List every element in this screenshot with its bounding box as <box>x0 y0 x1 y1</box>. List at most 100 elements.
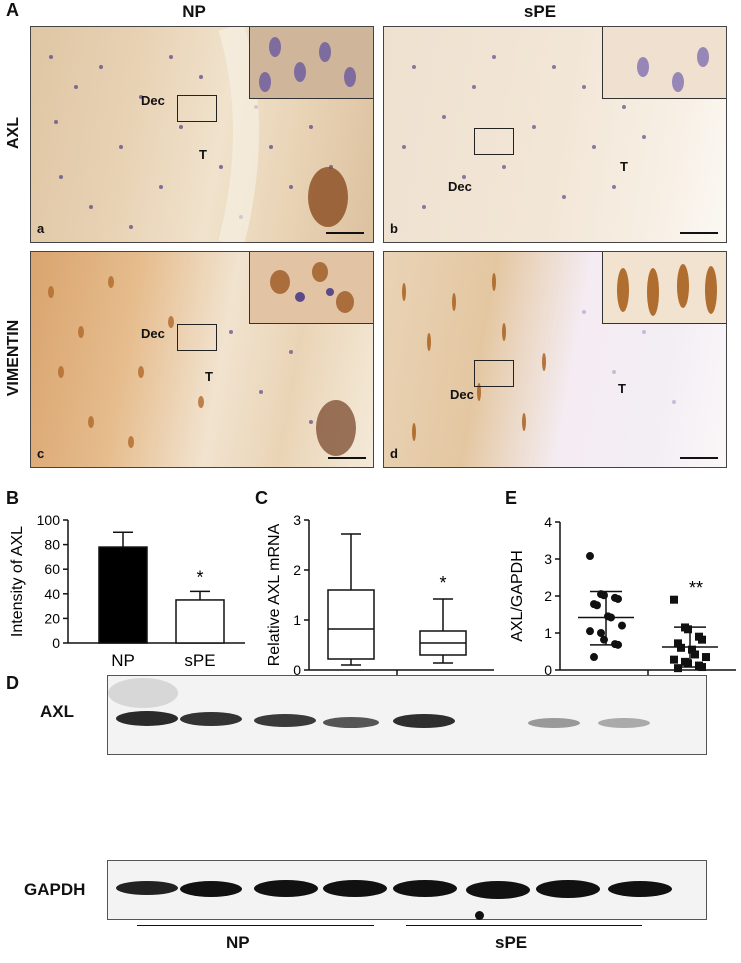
blot-band <box>393 714 455 728</box>
micrograph-axl-np: Dec T a <box>30 26 374 243</box>
blot-band <box>393 880 457 897</box>
significance-marker: * <box>196 567 203 587</box>
panel-c-letter: C <box>255 488 268 508</box>
blot-band <box>528 718 580 728</box>
sublabel-d: d <box>390 446 398 461</box>
data-point <box>674 639 682 648</box>
blot-band <box>598 718 650 728</box>
scale-bar <box>680 457 718 459</box>
scale-bar <box>680 232 718 234</box>
panel-d-letter: D <box>6 673 19 693</box>
data-point <box>691 650 699 659</box>
data-point <box>590 653 598 662</box>
significance-marker: ** <box>689 578 703 598</box>
bar-spe <box>175 599 225 644</box>
panel-a-letter: A <box>6 0 19 20</box>
blot-band <box>254 880 318 897</box>
blot-band <box>116 711 178 726</box>
data-point <box>600 635 608 644</box>
blot-band <box>536 880 600 898</box>
blot-band <box>180 712 242 726</box>
y-tick-label: 1 <box>293 612 301 628</box>
x-tick-label: NP <box>111 651 135 670</box>
group-underline-np <box>137 925 374 926</box>
tissue-texture <box>402 55 646 209</box>
western-blot-gapdh <box>107 860 707 920</box>
tissue-texture <box>402 273 676 441</box>
x-tick-label: sPE <box>184 651 215 670</box>
tissue-texture <box>49 27 348 242</box>
micrograph-vimentin-spe: Dec T d <box>383 251 727 468</box>
data-point <box>618 621 626 630</box>
data-point <box>670 655 678 664</box>
blot-speck <box>475 911 484 920</box>
data-point <box>698 635 706 644</box>
column-header-spe: sPE <box>523 2 557 21</box>
sublabel-b: b <box>390 221 398 236</box>
y-axis-title: Relative AXL mRNA <box>266 523 283 666</box>
blot-band <box>180 881 242 897</box>
label-dec: Dec <box>141 93 165 108</box>
data-point <box>670 595 678 604</box>
y-tick-label: 100 <box>37 512 61 528</box>
data-point <box>688 645 696 654</box>
y-tick-label: 3 <box>293 512 301 528</box>
data-point <box>597 629 605 637</box>
sublabel-c: c <box>37 446 45 461</box>
y-tick-label: 0 <box>293 662 301 678</box>
region-of-interest-box <box>474 128 514 155</box>
scale-bar <box>326 232 364 234</box>
blot-band <box>323 717 379 728</box>
data-point <box>586 552 594 561</box>
data-point <box>593 601 601 610</box>
group-label-spe: sPE <box>495 933 528 952</box>
data-point <box>586 627 594 636</box>
blot-band <box>608 881 672 897</box>
region-of-interest-box <box>177 95 217 122</box>
blot-band <box>116 881 178 895</box>
y-tick-label: 20 <box>44 610 60 626</box>
blot-label-gapdh: GAPDH <box>24 880 86 899</box>
label-t: T <box>205 369 213 384</box>
y-tick-label: 2 <box>544 588 552 604</box>
label-t: T <box>618 381 626 396</box>
micrograph-vimentin-np: Dec T c <box>30 251 374 468</box>
data-point <box>702 653 710 662</box>
y-axis-title: Intensity of AXL <box>9 526 26 637</box>
scale-bar <box>328 457 366 459</box>
data-point <box>684 659 692 668</box>
magnified-inset <box>249 252 373 324</box>
row-header-axl: AXL <box>5 117 22 149</box>
group-underline-spe <box>406 925 642 926</box>
data-point <box>614 594 622 603</box>
label-dec: Dec <box>448 179 472 194</box>
blot-smear <box>108 678 178 708</box>
micrograph-axl-spe: Dec T b <box>383 26 727 243</box>
column-header-np: NP <box>182 2 206 21</box>
bar-np <box>98 546 148 644</box>
y-tick-label: 1 <box>544 625 552 641</box>
y-tick-label: 3 <box>544 551 552 567</box>
blot-label-axl: AXL <box>40 702 74 721</box>
data-point <box>674 664 682 673</box>
panel-b-letter: B <box>6 488 19 508</box>
label-t: T <box>620 159 628 174</box>
blot-band <box>323 880 387 897</box>
region-of-interest-box <box>474 360 514 387</box>
y-tick-label: 4 <box>544 514 552 530</box>
y-tick-label: 60 <box>44 561 60 577</box>
chart-b-bar: 0 20 40 60 80 100 Intensity of AXL NP sPE * <box>9 512 245 670</box>
data-point <box>684 625 692 634</box>
y-tick-label: 40 <box>44 586 60 602</box>
y-axis-title: AXL/GAPDH <box>509 550 526 642</box>
y-tick-label: 2 <box>293 562 301 578</box>
region-of-interest-box <box>177 324 217 351</box>
label-dec: Dec <box>450 387 474 402</box>
sublabel-a: a <box>37 221 45 236</box>
magnified-inset <box>602 27 726 99</box>
magnified-inset <box>249 27 373 99</box>
group-label-np: NP <box>226 933 250 952</box>
